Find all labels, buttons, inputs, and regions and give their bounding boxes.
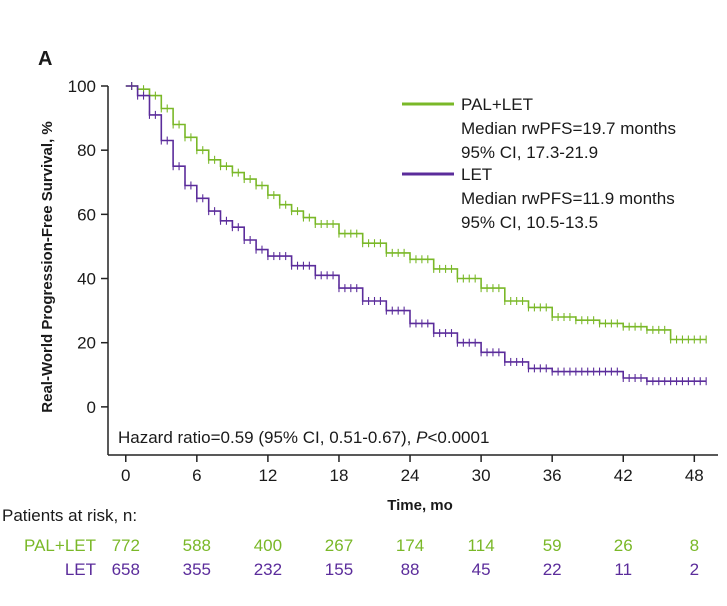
risk-table-title: Patients at risk, n: <box>2 506 137 525</box>
legend-median-let: Median rwPFS=11.9 months <box>461 189 675 208</box>
y-tick-label: 60 <box>77 205 96 224</box>
x-tick-label: 0 <box>121 466 130 485</box>
risk-value: 155 <box>325 560 353 579</box>
x-tick-label: 30 <box>472 466 491 485</box>
hazard-ratio-annotation: Hazard ratio=0.59 (95% CI, 0.51-0.67), P… <box>118 428 489 447</box>
risk-value: 88 <box>401 560 420 579</box>
x-tick-label: 6 <box>192 466 201 485</box>
y-tick-label: 0 <box>87 398 96 417</box>
x-ticks: 0 6 12 18 24 30 36 42 48 <box>121 455 704 485</box>
risk-row-label-pal-let: PAL+LET <box>24 536 96 555</box>
x-axis-label: Time, mo <box>387 497 453 514</box>
risk-value: 355 <box>183 560 211 579</box>
hazard-prefix: Hazard ratio=0.59 (95% CI, 0.51-0.67), <box>118 428 416 447</box>
legend: PAL+LET Median rwPFS=19.7 months 95% CI,… <box>402 95 676 232</box>
risk-value: 174 <box>396 536 424 555</box>
x-tick-label: 42 <box>614 466 633 485</box>
y-axis-label: Real-World Progression-Free Survival, % <box>39 121 56 412</box>
x-tick-label: 24 <box>401 466 420 485</box>
risk-row-label-let: LET <box>65 560 96 579</box>
risk-value: 772 <box>112 536 140 555</box>
legend-label-let: LET <box>461 165 492 184</box>
risk-values: 772 588 400 267 174 114 59 26 8 658 355 232 155 88 45 2… <box>112 536 699 579</box>
risk-value: 26 <box>614 536 633 555</box>
risk-value: 59 <box>543 536 562 555</box>
hazard-suffix: <0.0001 <box>427 428 489 447</box>
legend-ci-let: 95% CI, 10.5-13.5 <box>461 213 598 232</box>
x-tick-label: 48 <box>685 466 704 485</box>
legend-ci-pal-let: 95% CI, 17.3-21.9 <box>461 143 598 162</box>
y-tick-label: 80 <box>77 141 96 160</box>
x-tick-label: 36 <box>543 466 562 485</box>
risk-value: 11 <box>614 560 632 579</box>
risk-value: 400 <box>254 536 282 555</box>
x-tick-label: 12 <box>258 466 277 485</box>
hazard-p-italic: P <box>416 428 428 447</box>
risk-value: 658 <box>112 560 140 579</box>
y-tick-label: 40 <box>77 270 96 289</box>
risk-value: 232 <box>254 560 282 579</box>
risk-value: 22 <box>543 560 562 579</box>
risk-value: 45 <box>472 560 491 579</box>
y-ticks: 0 20 40 60 80 100 <box>68 77 108 417</box>
series-layer <box>125 82 707 386</box>
risk-value: 267 <box>325 536 353 555</box>
risk-value: 588 <box>183 536 211 555</box>
panel-label: A <box>38 48 52 70</box>
legend-median-pal-let: Median rwPFS=19.7 months <box>461 119 676 138</box>
risk-value: 2 <box>690 560 699 579</box>
y-tick-label: 20 <box>77 334 96 353</box>
legend-label-pal-let: PAL+LET <box>461 95 533 114</box>
x-tick-label: 18 <box>330 466 349 485</box>
y-tick-label: 100 <box>68 77 96 96</box>
risk-value: 8 <box>690 536 699 555</box>
risk-value: 114 <box>468 536 495 555</box>
